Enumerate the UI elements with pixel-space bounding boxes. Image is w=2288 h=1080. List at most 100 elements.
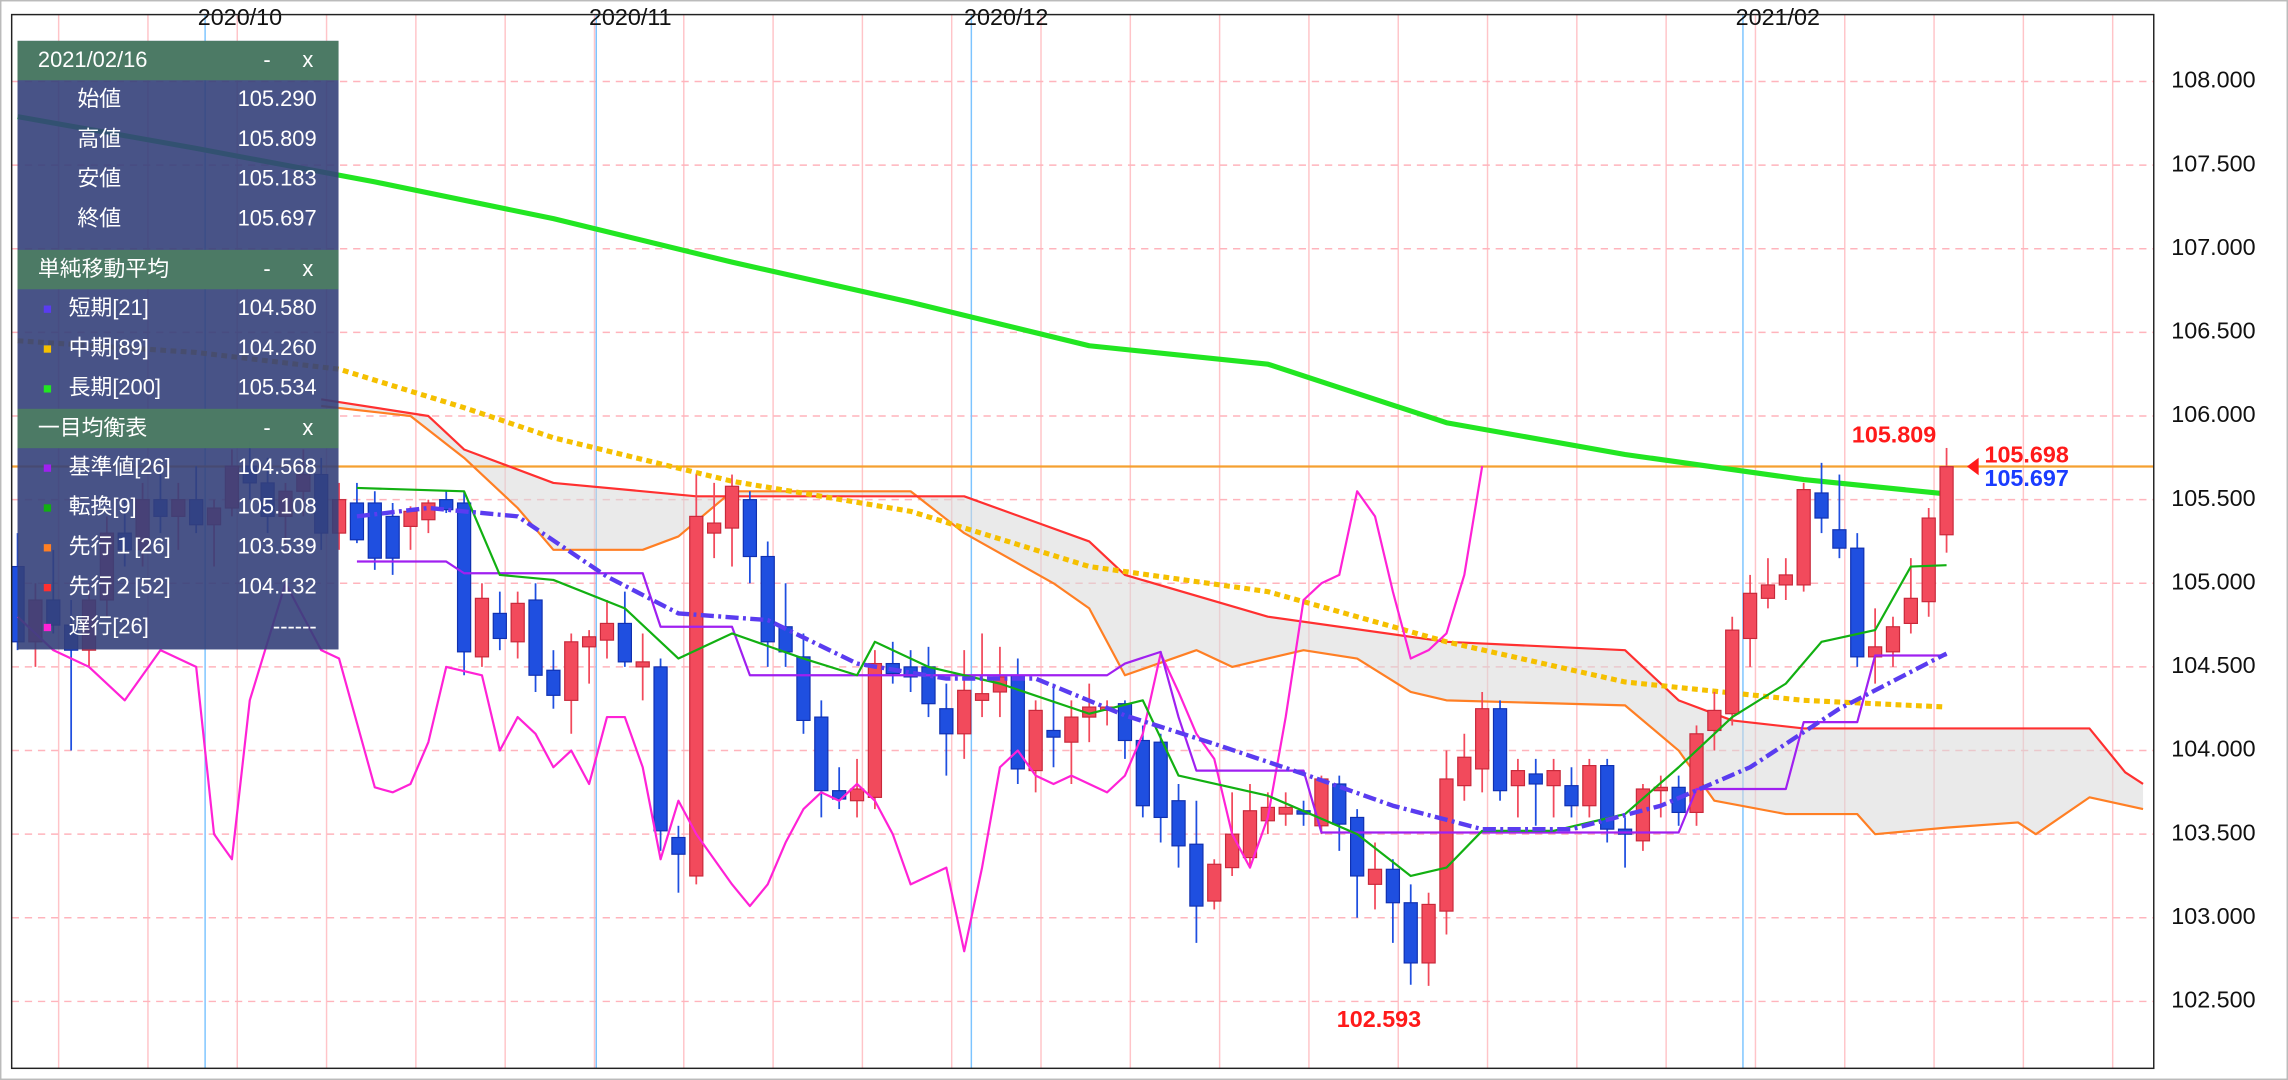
legend-label: 先行２[52]: [69, 573, 171, 598]
legend-label: 中期[89]: [69, 335, 149, 360]
minimize-button[interactable]: -: [263, 256, 270, 281]
candle-body: [1046, 729, 1061, 738]
y-tick-label: 104.500: [2171, 652, 2255, 678]
legend-value: ------: [273, 613, 317, 638]
x-tick-label: 2020/10: [198, 4, 282, 30]
candle-body: [1528, 773, 1543, 785]
indicator-line: [356, 505, 1948, 832]
candle-body: [1403, 902, 1418, 964]
legend-value: 103.539: [238, 534, 317, 559]
line-layer: [16, 466, 1948, 953]
candle-body: [492, 612, 507, 640]
y-tick-label: 108.000: [2171, 67, 2255, 93]
candle-body: [1224, 833, 1240, 869]
legend-label: 長期[200]: [69, 375, 161, 400]
candle-body: [581, 636, 597, 648]
legend-label: 短期[21]: [69, 295, 149, 320]
candle-body: [1439, 778, 1454, 912]
legend-marker: [43, 385, 52, 393]
candle-body: [1921, 517, 1936, 603]
candle-body: [742, 499, 758, 558]
candle-body: [474, 597, 490, 658]
candle-body: [1457, 756, 1472, 787]
candle-body: [403, 510, 418, 527]
minimize-button[interactable]: -: [263, 47, 270, 72]
candle-body: [1028, 709, 1043, 772]
info-panel: 2021/02/16 - x 始値 105.290 高値 105.809 安値 105.183 終…: [17, 40, 339, 650]
panel-background: [17, 40, 339, 650]
candle-body: [1385, 868, 1401, 904]
panel-header: [17, 40, 339, 81]
candle-body: [796, 656, 811, 722]
candle-body: [1171, 800, 1186, 847]
ohlc-label: 終値: [77, 206, 121, 231]
ohlc-label: 始値: [77, 86, 121, 111]
candle-body: [1332, 783, 1347, 825]
candle-body: [671, 836, 686, 855]
close-button[interactable]: x: [302, 256, 313, 281]
candle-body: [421, 502, 436, 521]
panel-title: 単純移動平均: [38, 256, 169, 281]
candle-body: [1742, 592, 1758, 640]
candle-body: [1582, 765, 1597, 807]
indicator-line: [321, 404, 2144, 836]
indicator-line: [17, 338, 1947, 710]
candle-body: [778, 626, 793, 653]
indicator-line: [17, 114, 1947, 497]
kumo-cloud: [321, 399, 2144, 835]
legend-label: 基準値[26]: [69, 454, 171, 479]
close-button[interactable]: x: [302, 47, 313, 72]
candle-body: [1546, 770, 1561, 787]
legend-value: 104.568: [238, 454, 317, 479]
x-tick-label: 2021/02: [1736, 4, 1820, 30]
y-tick-label: 106.500: [2171, 318, 2255, 344]
candle-body: [1207, 863, 1222, 902]
panel-title: 2021/02/16: [38, 47, 147, 72]
indicator-line: [16, 466, 1484, 953]
ohlc-value: 105.183: [238, 166, 317, 191]
plot-border: [10, 13, 2155, 1070]
candle-body: [1778, 574, 1793, 586]
candle-body: [564, 641, 579, 701]
cloud-layer: [11, 114, 2154, 836]
y-tick-label: 104.000: [2171, 736, 2255, 762]
panel-title: 一目均衡表: [38, 415, 147, 440]
candle-body: [349, 502, 365, 541]
candle-body: [1760, 584, 1776, 599]
legend-value: 104.132: [238, 573, 317, 598]
legend-value: 105.534: [238, 375, 317, 400]
candle-body: [617, 622, 632, 663]
ohlc-value: 105.290: [238, 86, 317, 111]
candle-body: [1903, 597, 1918, 625]
candle-body: [974, 693, 990, 701]
x-tick-label: 2020/12: [964, 4, 1048, 30]
candle-body: [689, 515, 704, 877]
legend-marker: [43, 504, 52, 512]
candle-body: [439, 499, 454, 511]
candle-body: [939, 708, 954, 735]
y-tick-label: 102.500: [2171, 987, 2255, 1013]
legend-marker: [43, 544, 52, 552]
candle-body: [1510, 770, 1526, 787]
label-layer: 102.500 103.000 103.500 104.000 104.500 105.0…: [198, 4, 2256, 1032]
x-tick-label: 2020/11: [589, 4, 672, 30]
legend-marker: [43, 623, 52, 632]
y-tick-label: 107.500: [2171, 150, 2255, 176]
candle-body: [1939, 466, 1954, 536]
price-arrow: [1966, 457, 1979, 476]
panel-header: [17, 408, 339, 449]
close-button[interactable]: x: [302, 415, 313, 440]
candle-body: [814, 716, 829, 792]
price-label: 105.697: [1984, 465, 2068, 491]
candle-body: [1600, 765, 1615, 830]
candle-body: [1814, 492, 1829, 519]
candle-body: [1850, 547, 1865, 658]
minimize-button[interactable]: -: [263, 415, 270, 440]
indicator-line: [356, 560, 1947, 834]
indicator-line: [321, 398, 2144, 785]
panel-header: [17, 249, 339, 290]
y-tick-label: 107.000: [2171, 234, 2255, 260]
ohlc-label: 安値: [77, 166, 121, 191]
ohlc-value: 105.809: [238, 126, 317, 151]
low-label: 102.593: [1337, 1006, 1421, 1032]
